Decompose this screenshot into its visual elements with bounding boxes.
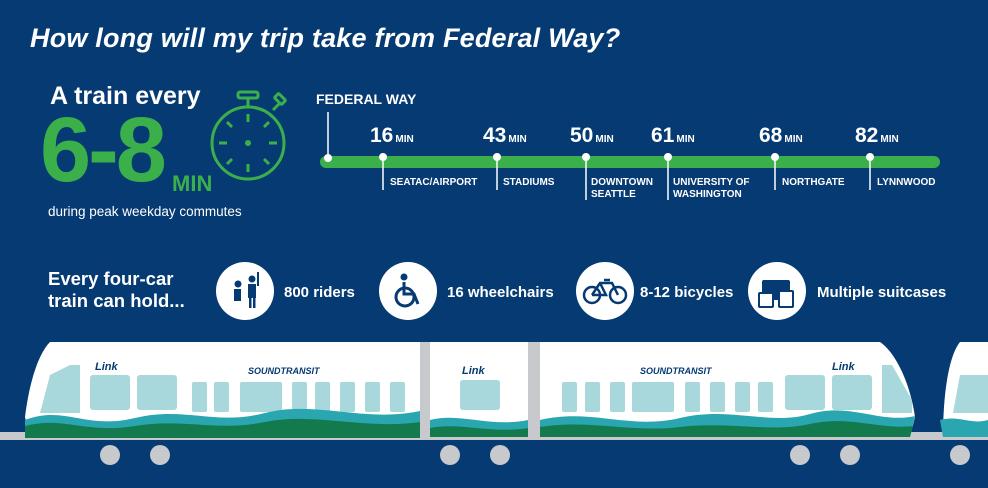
suitcases-icon	[748, 262, 806, 320]
riders-icon	[216, 262, 274, 320]
soundtransit-logo: SOUNDTRANSIT	[248, 366, 321, 376]
stop-name-uw: UNIVERSITY OF WASHINGTON	[673, 177, 750, 200]
stop-time-stadiums: 43 MIN	[483, 124, 527, 147]
origin-label: FEDERAL WAY	[316, 91, 417, 107]
riders-label: 800 riders	[284, 284, 355, 301]
link-logo: Link	[832, 361, 855, 373]
link-logo: Link	[462, 365, 485, 377]
frequency-unit: MIN	[172, 171, 213, 196]
frequency-note: during peak weekday commutes	[48, 204, 242, 219]
frequency-range: 6-8	[40, 99, 167, 201]
stop-name-downtown: DOWNTOWN SEATTLE	[591, 177, 654, 200]
bicycles-label: 8-12 bicycles	[640, 284, 734, 301]
stop-time-downtown: 50 MIN	[570, 124, 614, 147]
train-illustration: Link SOUNDTRANSIT Link SOUNDTRANSIT Link	[0, 342, 988, 465]
stop-time-lynnwood: 82 MIN	[855, 124, 899, 147]
wheelchairs-label: 16 wheelchairs	[447, 284, 554, 301]
stop-time-uw: 61 MIN	[651, 124, 695, 147]
suitcases-label: Multiple suitcases	[817, 284, 947, 301]
link-logo: Link	[95, 361, 118, 373]
stop-name-seatac: SEATAC/AIRPORT	[390, 177, 478, 188]
soundtransit-logo: SOUNDTRANSIT	[640, 366, 713, 376]
stop-name-lynnwood: LYNNWOOD	[877, 177, 936, 188]
stop-name-northgate: NORTHGATE	[782, 177, 845, 188]
page-title: How long will my trip take from Federal …	[30, 23, 621, 53]
stop-time-seatac: 16 MIN	[370, 124, 414, 147]
capacity-heading: Every four-car train can hold...	[48, 268, 185, 311]
route-line	[320, 112, 940, 200]
stop-time-northgate: 68 MIN	[759, 124, 803, 147]
bicycle-icon	[576, 262, 634, 320]
stopwatch-icon	[210, 90, 287, 181]
frequency-heading: A train every	[50, 82, 201, 110]
wheelchair-icon	[379, 262, 437, 320]
stop-name-stadiums: STADIUMS	[503, 177, 555, 188]
